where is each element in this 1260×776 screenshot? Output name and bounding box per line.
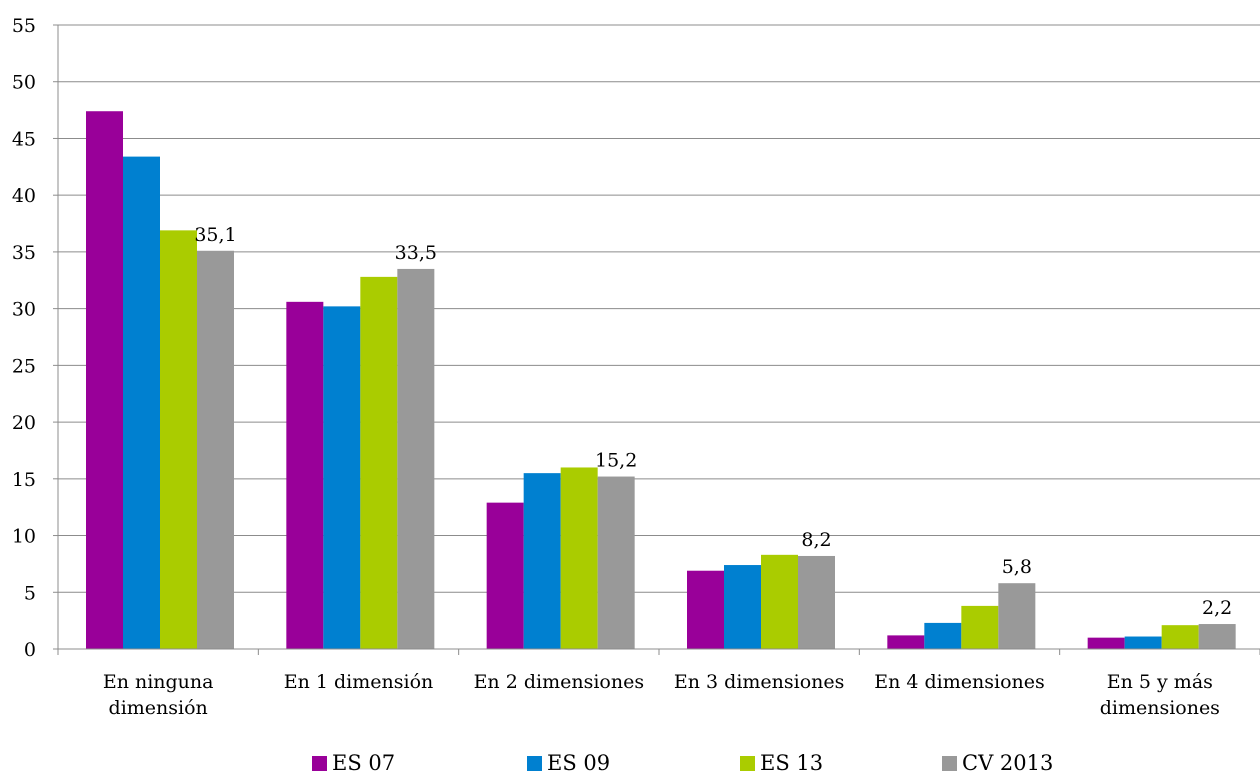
category-label: En ninguna [103, 671, 214, 693]
y-tick-label: 0 [24, 639, 36, 661]
data-label: 2,2 [1202, 597, 1232, 619]
bar [86, 111, 123, 649]
data-label: 33,5 [395, 242, 437, 264]
category-label: dimensión [109, 697, 208, 719]
y-tick-label: 15 [12, 469, 36, 491]
bar [286, 301, 324, 649]
y-tick-label: 10 [12, 526, 36, 548]
category-label: En 4 dimensiones [874, 671, 1045, 693]
axes [53, 24, 1260, 655]
bar [123, 156, 160, 649]
gridlines [58, 24, 1260, 593]
bar [761, 554, 798, 649]
bar [961, 605, 999, 649]
data-label: 15,2 [595, 450, 637, 472]
bar [523, 473, 561, 649]
data-label: 8,2 [801, 529, 831, 551]
data-label: 5,8 [1002, 556, 1032, 578]
bar [560, 467, 598, 649]
bar [597, 476, 635, 649]
y-tick-label: 20 [12, 412, 36, 434]
y-tick-label: 45 [12, 128, 36, 150]
category-label: En 5 y más [1107, 671, 1213, 693]
bar [323, 306, 361, 649]
y-tick-label: 30 [12, 299, 36, 321]
bar-chart: 0 5 10 15 20 25 30 35 40 45 50 55 35,1 33,5 15,2 8,2 5,8… [12, 15, 1260, 719]
category-label: En 1 dimensión [284, 671, 434, 693]
bar [687, 570, 724, 649]
legend-label: CV 2013 [962, 751, 1054, 775]
y-tick-label: 5 [24, 582, 36, 604]
bar [486, 502, 524, 649]
legend-item: ES 13 [740, 750, 823, 776]
bar [1087, 637, 1125, 649]
bar [1161, 625, 1199, 649]
category-label: En 2 dimensiones [474, 671, 645, 693]
legend-label: ES 09 [547, 751, 611, 775]
legend: ES 07 ES 09 ES 13 CV 2013 [0, 750, 1260, 776]
legend-swatch [942, 755, 957, 771]
legend-label: ES 07 [332, 751, 396, 775]
legend-label: ES 13 [760, 751, 824, 775]
category-label: dimensiones [1100, 697, 1220, 719]
bar [397, 268, 435, 649]
y-tick-label: 50 [12, 72, 36, 94]
y-tick-label: 25 [12, 355, 36, 377]
bar [1198, 624, 1236, 649]
bar [160, 230, 197, 649]
y-tick-label: 55 [12, 15, 36, 37]
bar [798, 555, 835, 649]
bar [924, 622, 962, 649]
bar [360, 276, 398, 649]
bar [197, 250, 234, 650]
bar [1124, 636, 1162, 649]
labels: 0 5 10 15 20 25 30 35 40 45 50 55 35,1 33,5 15,2 8,2 5,8… [12, 15, 1232, 719]
bars [86, 111, 1236, 650]
category-label: En 3 dimensiones [674, 671, 845, 693]
legend-swatch [312, 755, 327, 771]
data-label: 35,1 [194, 224, 236, 246]
y-tick-label: 40 [12, 185, 36, 207]
bar [724, 565, 761, 649]
legend-item: ES 07 [312, 750, 395, 776]
legend-item: ES 09 [527, 750, 610, 776]
bar [998, 583, 1036, 649]
bar [887, 635, 925, 649]
legend-item: CV 2013 [942, 750, 1053, 776]
y-tick-label: 35 [12, 242, 36, 264]
legend-swatch [740, 755, 755, 771]
legend-swatch [527, 755, 542, 771]
